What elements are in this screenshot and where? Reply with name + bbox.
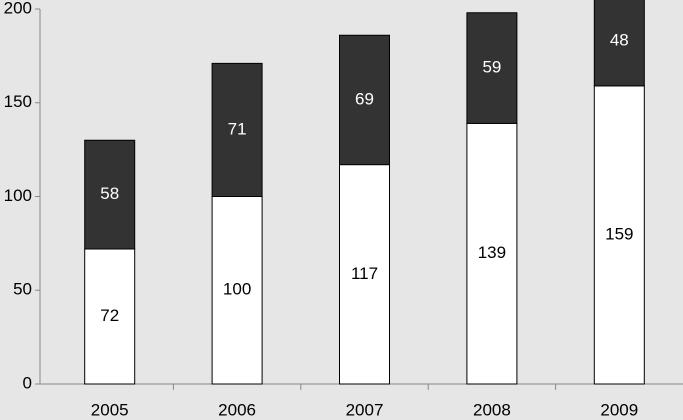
value-label: 58 <box>100 184 119 203</box>
y-tick-label: 50 <box>13 280 32 299</box>
y-tick-label: 150 <box>4 92 32 111</box>
value-label: 139 <box>478 243 506 262</box>
y-tick-label: 200 <box>4 0 32 17</box>
value-label: 69 <box>355 89 374 108</box>
value-label: 100 <box>223 280 251 299</box>
value-label: 159 <box>605 224 633 243</box>
bar-segment <box>593 0 645 87</box>
bar-segment <box>339 34 390 166</box>
bar-segment <box>211 62 263 197</box>
value-label: 59 <box>482 58 501 77</box>
y-tick-label: 0 <box>23 373 32 392</box>
x-tick-label: 2008 <box>473 400 511 419</box>
y-tick-label: 100 <box>4 186 32 205</box>
value-label: 48 <box>610 30 629 49</box>
x-tick-label: 2007 <box>346 400 384 419</box>
x-tick-label: 2009 <box>600 400 638 419</box>
bar-segment <box>466 12 518 124</box>
bar-segment <box>593 85 645 385</box>
value-label: 72 <box>100 306 119 325</box>
bar-segment <box>84 248 136 385</box>
bar-segment <box>339 164 390 385</box>
bar-segment <box>84 139 136 250</box>
x-tick-label: 2006 <box>218 400 256 419</box>
value-label: 71 <box>228 119 247 138</box>
bar-segment <box>211 196 263 385</box>
x-tick-label: 2005 <box>91 400 129 419</box>
value-label: 117 <box>351 264 378 283</box>
